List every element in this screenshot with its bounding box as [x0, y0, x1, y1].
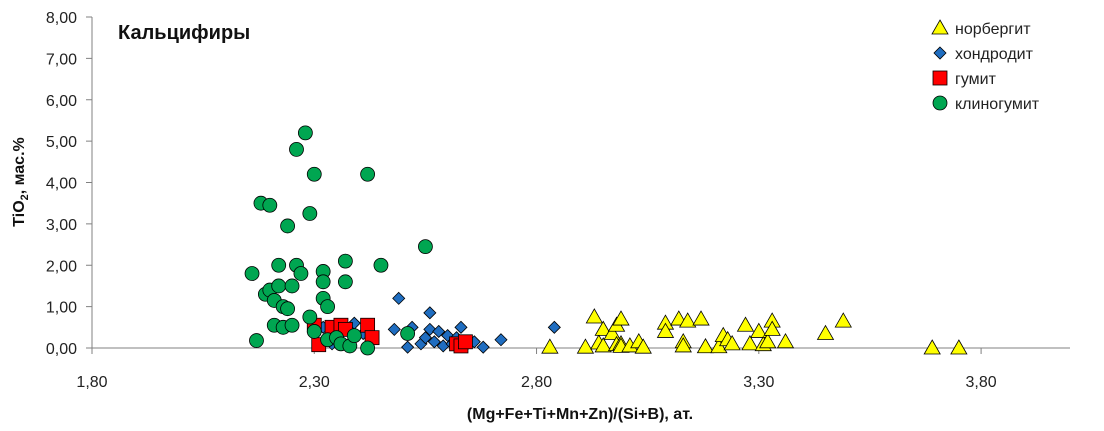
- y-tick-label: 0,00: [46, 341, 77, 358]
- y-axis-ticks: 0,00 1,00 2,00 3,00 4,00 5,00 6,00 7,00 8,00: [46, 10, 92, 358]
- circle-point: [298, 126, 312, 140]
- diamond-point: [393, 292, 405, 304]
- circle-point: [361, 167, 375, 181]
- triangle-point: [693, 311, 709, 325]
- diamond-point: [388, 323, 400, 335]
- circle-point: [249, 334, 263, 348]
- circle-point: [272, 258, 286, 272]
- y-tick-label: 7,00: [46, 51, 77, 68]
- y-tick-label: 1,00: [46, 300, 77, 317]
- triangle-point: [924, 340, 940, 354]
- legend-triangle-marker: [932, 20, 948, 34]
- legend-label: гумит: [955, 71, 997, 88]
- circle-point: [303, 310, 317, 324]
- x-tick-label: 2,80: [521, 374, 552, 391]
- legend-circle-marker: [933, 96, 947, 110]
- y-axis-title-suffix: , мас.%: [11, 137, 28, 194]
- diamond-point: [548, 321, 560, 333]
- triangle-point: [586, 309, 602, 323]
- diamond-point: [402, 341, 414, 353]
- circle-point: [338, 275, 352, 289]
- circle-point: [263, 198, 277, 212]
- y-tick-label: 8,00: [46, 10, 77, 27]
- legend-square-marker: [933, 71, 947, 85]
- x-tick-label: 3,80: [966, 374, 997, 391]
- circle-point: [316, 275, 330, 289]
- circle-point: [418, 240, 432, 254]
- diamond-point: [495, 334, 507, 346]
- y-axis-title: TiO2, мас.%: [11, 137, 31, 226]
- x-tick-label: 3,30: [743, 374, 774, 391]
- chart-title: Кальцифиры: [118, 22, 250, 44]
- triangle-point: [697, 339, 713, 353]
- circle-point: [294, 267, 308, 281]
- y-tick-label: 4,00: [46, 176, 77, 193]
- y-tick-label: 5,00: [46, 134, 77, 151]
- triangle-point: [951, 340, 967, 354]
- circle-point: [303, 207, 317, 221]
- circle-point: [285, 279, 299, 293]
- circle-point: [245, 267, 259, 281]
- x-axis-ticks: 1,80 2,30 2,80 3,30 3,80: [76, 348, 996, 391]
- legend-item: клиногумит: [933, 96, 1040, 113]
- legend-diamond-marker: [934, 47, 946, 59]
- y-tick-label: 6,00: [46, 93, 77, 110]
- triangle-point: [613, 311, 629, 325]
- circle-point: [281, 302, 295, 316]
- circle-point: [285, 318, 299, 332]
- circle-point: [401, 327, 415, 341]
- triangle-point: [577, 339, 593, 353]
- circle-point: [307, 324, 321, 338]
- legend: норбергит хондродит гумит клиногумит: [932, 20, 1040, 113]
- triangle-point: [818, 326, 834, 340]
- circle-point: [338, 254, 352, 268]
- data-points: [245, 126, 967, 355]
- circle-point: [281, 219, 295, 233]
- circle-point: [307, 167, 321, 181]
- legend-item: гумит: [933, 71, 997, 88]
- series-triangle: [542, 309, 967, 354]
- legend-label: клиногумит: [955, 96, 1040, 113]
- triangle-point: [737, 317, 753, 331]
- triangle-point: [542, 339, 558, 353]
- y-tick-label: 3,00: [46, 217, 77, 234]
- triangle-point: [777, 334, 793, 348]
- x-tick-label: 2,30: [299, 374, 330, 391]
- y-tick-label: 2,00: [46, 258, 77, 275]
- plot-area: 0,00 1,00 2,00 3,00 4,00 5,00 6,00 7,00 8,00 1,8…: [46, 10, 1070, 391]
- legend-label: хондродит: [955, 46, 1034, 63]
- legend-item: норбергит: [932, 20, 1031, 38]
- legend-item: хондродит: [934, 46, 1034, 63]
- triangle-point: [835, 313, 851, 327]
- circle-point: [347, 329, 361, 343]
- x-axis-title: (Mg+Fe+Ti+Mn+Zn)/(Si+B), ат.: [467, 406, 693, 423]
- square-point: [458, 335, 472, 349]
- triangle-point: [742, 336, 758, 350]
- square-point: [361, 318, 375, 332]
- legend-label: норбергит: [955, 21, 1031, 38]
- circle-point: [361, 341, 375, 355]
- circle-point: [289, 142, 303, 156]
- circle-point: [272, 279, 286, 293]
- y-axis-title-main: TiO: [11, 200, 28, 226]
- circle-point: [374, 258, 388, 272]
- diamond-point: [424, 307, 436, 319]
- circle-point: [321, 300, 335, 314]
- x-tick-label: 1,80: [76, 374, 107, 391]
